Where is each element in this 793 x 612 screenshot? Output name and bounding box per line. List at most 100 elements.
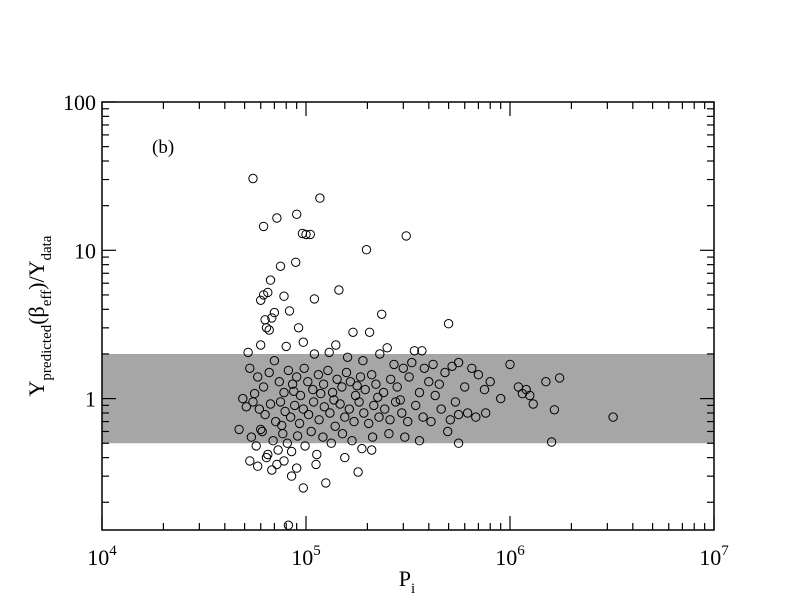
data-point [528,399,538,409]
data-point [403,416,413,427]
data-point [234,424,244,435]
data-point [279,291,289,301]
data-point [261,323,272,333]
shaded-band [102,353,714,444]
data-point [267,313,277,323]
plot-frame [101,101,715,531]
x-tick-label: 105 [291,543,321,570]
data-point [440,367,450,378]
data-point [377,309,387,319]
data-point [364,327,375,337]
data-point [295,390,306,401]
points-layer [234,173,618,530]
data-point [309,294,320,304]
data-point [414,387,425,398]
data-point [407,357,417,368]
data-point [485,377,495,387]
data-point [434,379,444,389]
data-point [256,340,266,350]
data-point [253,372,263,382]
data-point [299,363,309,373]
data-point [443,319,454,329]
data-point [275,397,286,407]
data-point [274,377,284,387]
data-point [312,449,322,460]
data-point [541,377,551,387]
data-point [419,363,429,373]
data-point [277,420,287,431]
data-point [374,412,384,422]
data-point [385,415,395,425]
data-point [411,400,421,411]
data-point [341,367,352,378]
data-point [260,409,270,420]
data-point [361,245,372,255]
data-point [453,438,464,448]
data-point [251,441,261,451]
data-point [268,436,278,446]
data-point [318,379,329,389]
data-point [245,363,255,373]
x-tick-label: 104 [87,543,117,570]
data-point [306,426,316,437]
data-point [332,374,342,384]
data-point [467,363,477,373]
data-point [353,467,363,477]
y-axis-title-part: (β [24,306,49,325]
x-tick-label: 107 [699,543,729,570]
data-point [281,341,291,352]
data-point [517,388,528,399]
data-point [291,257,301,267]
data-point [327,387,338,398]
data-point [382,343,392,353]
data-point [378,387,389,398]
data-point [282,438,292,448]
data-point [358,356,368,366]
data-point [285,412,296,422]
data-point [292,209,302,220]
data-point [311,459,321,470]
data-point [505,359,515,370]
data-point [253,461,263,471]
panel-label: (b) [152,137,174,158]
data-point [265,399,276,409]
data-point [321,478,331,488]
data-point [324,347,334,358]
data-point [249,388,260,399]
data-point [479,384,490,395]
data-point [280,406,290,417]
data-point [409,346,420,356]
data-point [238,393,248,404]
data-point [264,325,274,335]
data-point [316,388,326,399]
data-point [554,373,565,383]
y-axis-title-part: data [39,235,55,260]
data-point [305,229,315,240]
data-point [386,374,396,384]
data-point [293,323,304,333]
data-point [445,415,455,425]
data-point [424,377,434,387]
data-point [426,416,436,427]
data-point [267,465,277,475]
data-point [314,415,324,425]
data-point [367,432,378,442]
labels-layer: 104 105 106 107 1 10 100 [63,90,729,570]
data-point [414,436,425,446]
data-point [453,409,464,420]
data-point [364,418,374,429]
data-point [273,445,283,455]
data-point [390,397,401,407]
data-point [294,418,305,429]
data-point [360,384,370,395]
data-point [337,382,347,392]
ticks-layer [101,101,715,530]
data-point [367,445,377,455]
data-point [246,432,257,442]
data-point [375,349,385,359]
y-axis-title: Ypredicted(βeff)/Ydata [24,235,55,396]
data-point [301,229,311,240]
data-point [418,412,428,422]
data-point [473,370,484,380]
